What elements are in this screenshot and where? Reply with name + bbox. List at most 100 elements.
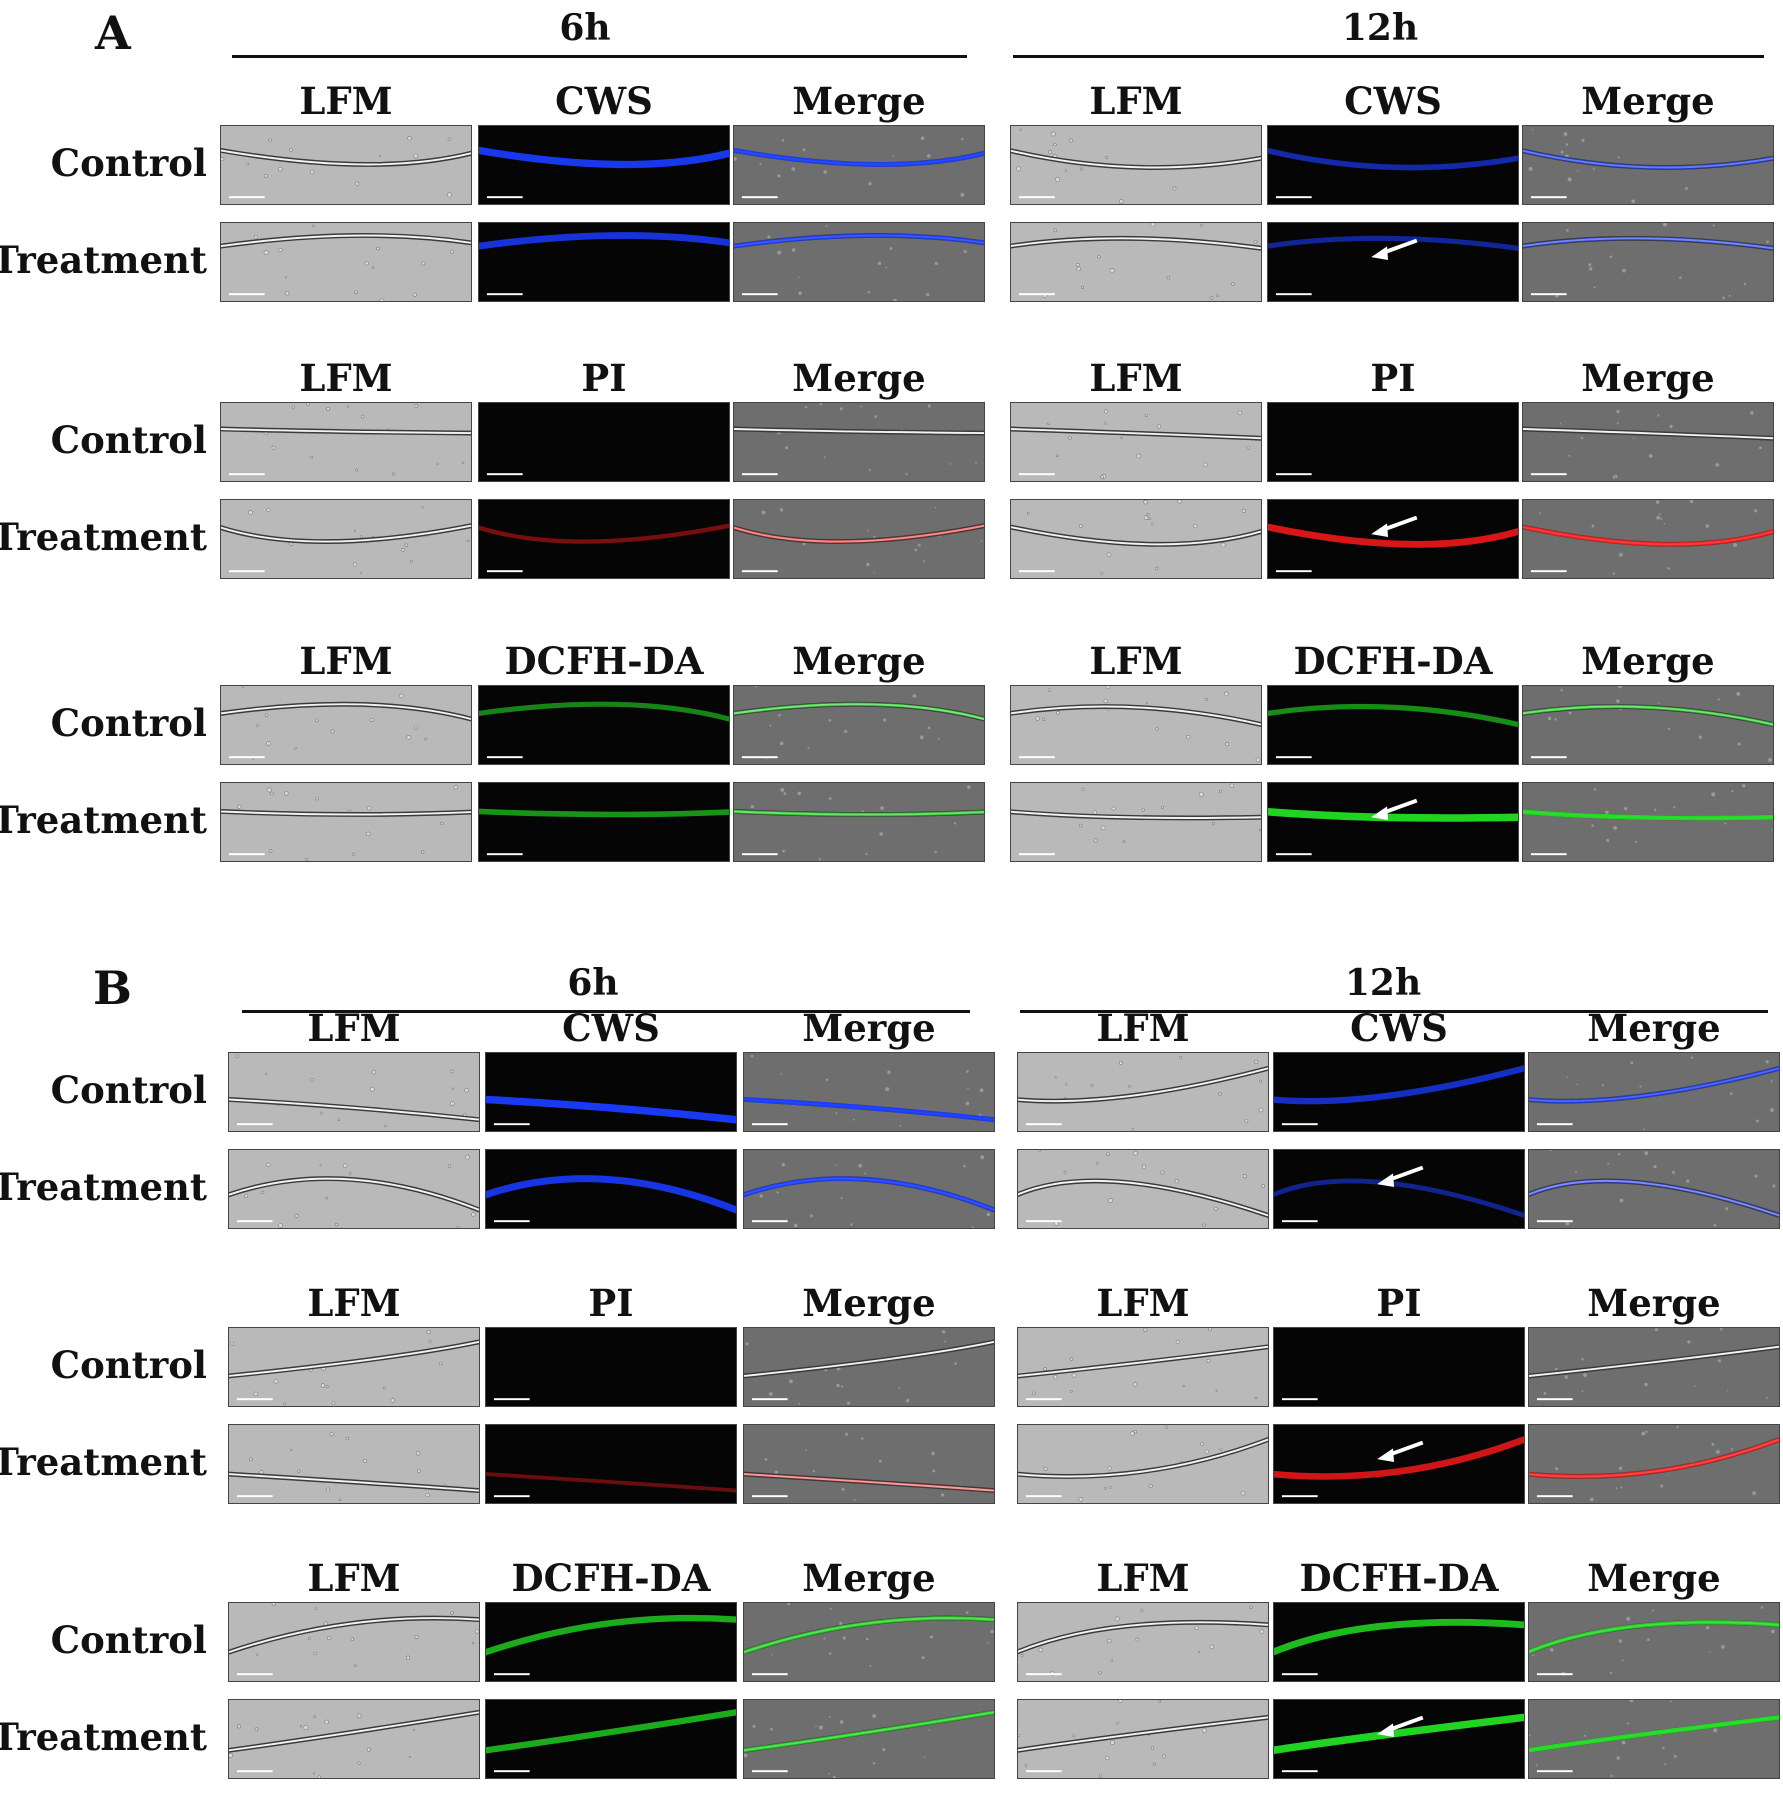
micrograph-lfm [220, 125, 472, 205]
image-background [734, 403, 984, 481]
debris-speck [1565, 228, 1570, 233]
debris-speck [798, 276, 801, 279]
debris-speck [1081, 787, 1085, 791]
debris-speck [1672, 805, 1676, 809]
debris-speck [986, 1212, 991, 1217]
scale-bar [741, 756, 778, 759]
micrograph-fluorescence [485, 1699, 737, 1779]
debris-speck [1720, 1644, 1726, 1650]
column-header: PI [1370, 356, 1416, 400]
hypha-body [229, 1711, 479, 1752]
image-background [479, 403, 729, 481]
hypha-body [1523, 428, 1773, 440]
debris-speck [1223, 691, 1229, 697]
debris-speck [1143, 1328, 1148, 1332]
debris-speck [354, 1664, 357, 1667]
micrograph-merge [743, 1424, 995, 1504]
debris-speck [317, 1775, 322, 1778]
micrograph-fluorescence [485, 1424, 737, 1504]
scale-bar [1281, 1220, 1318, 1223]
column-header: Merge [802, 1556, 936, 1600]
debris-speck [1685, 1179, 1690, 1184]
scale-bar [1025, 1123, 1062, 1126]
scale-bar [1281, 1770, 1318, 1773]
debris-speck [1206, 1358, 1211, 1363]
scale-bar [486, 570, 523, 573]
debris-speck [1663, 522, 1666, 525]
debris-speck [472, 1641, 475, 1645]
image-background [479, 500, 729, 578]
stain-signal [1529, 1066, 1779, 1104]
debris-speck [446, 192, 452, 198]
debris-speck [1098, 1671, 1102, 1675]
debris-speck [1160, 1170, 1165, 1175]
timepoint-rule [1013, 55, 1764, 58]
image-background [1011, 403, 1261, 481]
debris-speck [1150, 1746, 1155, 1750]
scale-bar [493, 1220, 530, 1223]
debris-speck [421, 261, 426, 266]
hypha-body [1018, 1621, 1268, 1653]
micrograph-lfm [228, 1052, 480, 1132]
image-background [1523, 403, 1773, 481]
debris-speck [796, 791, 802, 796]
debris-speck [1653, 1164, 1658, 1169]
stain-signal [1274, 1436, 1524, 1480]
debris-speck [754, 686, 758, 688]
debris-speck [1728, 294, 1732, 298]
scale-bar [751, 1770, 788, 1773]
debris-speck [812, 1469, 816, 1473]
image-background [229, 1700, 479, 1778]
debris-speck [1154, 566, 1159, 571]
debris-speck [886, 1070, 892, 1075]
debris-speck [1765, 1059, 1770, 1064]
debris-speck [1106, 1152, 1110, 1156]
micrograph-merge [733, 685, 985, 765]
debris-speck [1209, 1644, 1215, 1650]
debris-speck [1617, 156, 1621, 159]
debris-speck [953, 821, 957, 825]
debris-speck [1198, 791, 1204, 797]
micrograph-merge [1522, 222, 1774, 302]
debris-speck [1630, 199, 1636, 204]
debris-speck [421, 506, 424, 509]
debris-speck [1132, 1382, 1138, 1387]
debris-speck [325, 1385, 329, 1389]
micrograph-merge [1528, 1699, 1780, 1779]
debris-speck [1244, 1119, 1249, 1123]
panel-letter: B [93, 961, 132, 1015]
scale-bar [236, 1673, 273, 1676]
timepoint-header: 12h [1344, 962, 1422, 1004]
column-header: Merge [802, 1281, 936, 1325]
debris-speck [822, 1637, 826, 1640]
scale-bar [751, 1495, 788, 1498]
debris-speck [366, 805, 372, 811]
debris-speck [843, 729, 848, 734]
debris-speck [1213, 1206, 1218, 1211]
debris-speck [1095, 1162, 1099, 1165]
debris-speck [1708, 1651, 1712, 1654]
scale-bar [1281, 1673, 1318, 1676]
debris-speck [1712, 223, 1716, 227]
debris-speck [879, 805, 885, 811]
scale-bar [1530, 293, 1567, 296]
image-background [1268, 686, 1518, 764]
debris-speck [1568, 711, 1572, 715]
debris-speck [1604, 810, 1610, 815]
debris-speck [261, 1190, 265, 1194]
debris-speck [1543, 1391, 1547, 1396]
column-header: DCFH-DA [511, 1556, 711, 1600]
debris-speck [471, 1212, 476, 1217]
debris-speck [921, 1655, 926, 1660]
debris-speck [931, 1469, 936, 1473]
debris-speck [246, 162, 249, 166]
debris-speck [839, 1719, 844, 1725]
debris-speck [832, 1775, 837, 1778]
debris-speck [1712, 1728, 1718, 1733]
debris-speck [1580, 436, 1584, 440]
scale-bar [1275, 756, 1312, 759]
debris-speck [450, 1069, 455, 1074]
scale-bar [236, 1398, 273, 1401]
debris-speck [1634, 840, 1638, 844]
debris-speck [784, 445, 789, 450]
